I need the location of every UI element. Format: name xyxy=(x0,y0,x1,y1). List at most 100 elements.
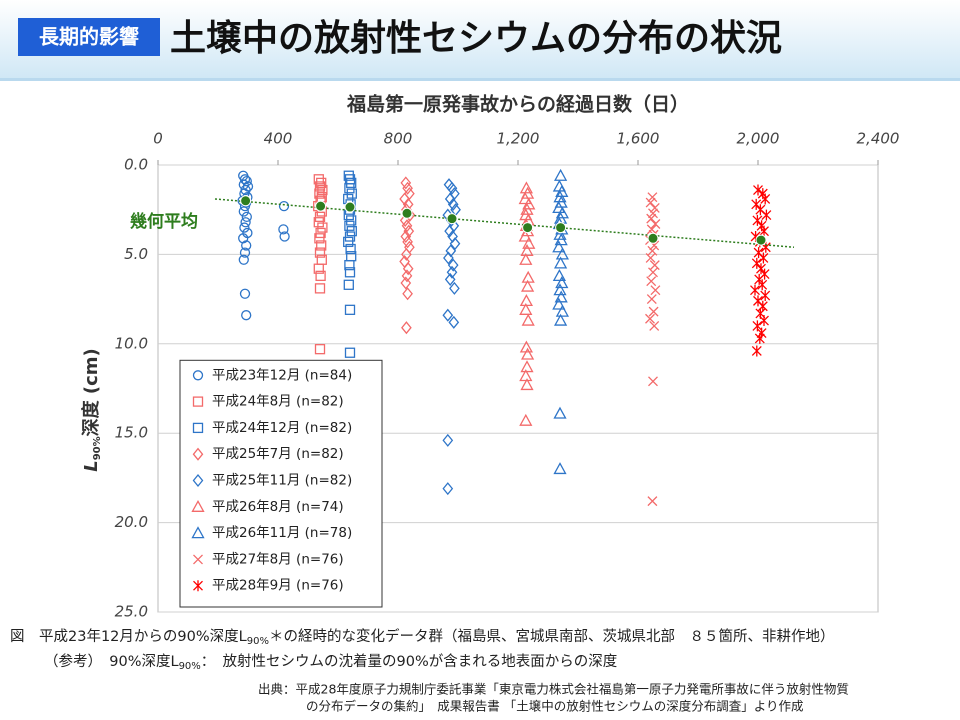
data-point xyxy=(400,276,412,290)
data-point xyxy=(313,217,324,228)
mean-point xyxy=(344,201,356,213)
data-point xyxy=(241,211,252,223)
data-point xyxy=(402,181,413,195)
data-point xyxy=(520,202,534,215)
x-tick-label: 2,400 xyxy=(857,130,900,148)
caption-part: 図 平成23年12月からの90%深度L xyxy=(10,628,247,645)
legend-label: 平成24年12月 (n=82) xyxy=(212,420,352,436)
header-rule xyxy=(0,78,960,81)
y-axis-title-sub: 90% xyxy=(92,436,103,460)
legend-label: 平成27年8月 (n=76) xyxy=(212,551,344,567)
data-point xyxy=(522,197,536,210)
data-point xyxy=(314,344,326,355)
data-point xyxy=(751,257,762,269)
data-point xyxy=(444,272,456,286)
data-point xyxy=(346,215,357,226)
data-point xyxy=(238,254,249,265)
data-point xyxy=(553,227,567,240)
data-point xyxy=(343,236,354,248)
data-point xyxy=(404,240,415,254)
data-point xyxy=(401,269,413,283)
legend-marker xyxy=(191,526,205,539)
data-point xyxy=(521,279,535,292)
data-point xyxy=(316,177,327,189)
data-point xyxy=(402,287,413,301)
source: の分布データの集約」 成果報告書 「土壌中の放射性セシウムの深度分布調査」より作… xyxy=(306,699,803,714)
legend-label: 平成25年7月 (n=82) xyxy=(212,446,344,462)
data-point xyxy=(317,222,328,233)
data-point xyxy=(647,496,658,507)
data-point xyxy=(648,208,658,219)
y-tick-label: 25.0 xyxy=(115,603,148,621)
data-point xyxy=(447,258,459,272)
data-point xyxy=(650,285,661,296)
data-point xyxy=(650,219,661,229)
y-tick-label: 20.0 xyxy=(115,513,148,531)
y-axis-title-part: L xyxy=(81,460,102,471)
legend-marker xyxy=(192,447,204,461)
data-point xyxy=(239,174,251,185)
data-point xyxy=(241,310,252,321)
legend-marker xyxy=(191,499,205,512)
data-point xyxy=(554,168,568,181)
data-point xyxy=(346,188,357,199)
data-point xyxy=(522,236,536,249)
data-point xyxy=(759,225,769,237)
data-point xyxy=(446,265,458,279)
data-point xyxy=(520,360,534,373)
legend-marker xyxy=(192,370,204,381)
mean-point xyxy=(522,222,534,234)
legend-label: 平成25年11月 (n=82) xyxy=(212,473,352,489)
data-point xyxy=(555,184,569,197)
legend-label: 平成26年11月 (n=78) xyxy=(212,525,352,541)
note: （参考） 90%深度L90%： 放射性セシウムの沈着量の90%が含まれる地表面か… xyxy=(44,653,617,672)
y-axis-title-part: 深度 (cm) xyxy=(80,348,102,436)
data-point xyxy=(755,204,766,216)
data-point xyxy=(344,267,356,278)
data-point xyxy=(754,332,765,344)
data-point xyxy=(443,251,454,265)
data-point xyxy=(315,227,326,239)
data-point xyxy=(313,174,324,185)
data-point xyxy=(344,183,355,194)
data-point xyxy=(649,202,660,213)
data-point xyxy=(442,433,454,447)
mean-point xyxy=(315,200,327,212)
data-point xyxy=(316,240,327,251)
data-point xyxy=(449,281,460,295)
badge: 長期的影響 xyxy=(39,25,139,49)
data-point xyxy=(752,214,763,226)
x-tick-label: 800 xyxy=(384,130,413,148)
legend-marker xyxy=(193,554,203,565)
source: 出典：平成28年度原子力規制庁委託事業「東京電力株式会社福島第一原子力発電所事故… xyxy=(258,682,849,697)
data-point xyxy=(314,181,326,192)
legend-marker xyxy=(192,396,204,407)
data-point xyxy=(314,247,326,258)
data-point xyxy=(314,211,326,223)
data-point xyxy=(645,313,655,324)
data-point xyxy=(757,279,768,291)
data-point xyxy=(344,220,355,231)
mean-point xyxy=(647,232,659,244)
data-point xyxy=(761,209,772,221)
data-point xyxy=(346,226,357,237)
caption-part: ＊の経時的な変化データ群（福島県、宮城県南部、茨城県北部 ８５箇所、非耕作地） xyxy=(269,627,835,645)
data-point xyxy=(555,206,569,219)
data-point xyxy=(555,276,569,289)
data-point xyxy=(751,345,762,357)
x-tick-label: 400 xyxy=(264,130,293,148)
data-point xyxy=(648,267,658,278)
data-point xyxy=(552,201,566,214)
data-point xyxy=(448,315,460,329)
data-point xyxy=(554,256,568,269)
data-point xyxy=(519,181,533,194)
mean-point xyxy=(446,213,458,225)
data-point xyxy=(554,290,568,303)
data-point xyxy=(554,313,568,326)
data-point xyxy=(442,482,454,496)
data-point xyxy=(518,192,532,205)
badge-box xyxy=(18,18,160,56)
data-point xyxy=(317,184,328,196)
mean-point xyxy=(401,207,413,219)
x-tick-label: 0 xyxy=(153,130,163,148)
